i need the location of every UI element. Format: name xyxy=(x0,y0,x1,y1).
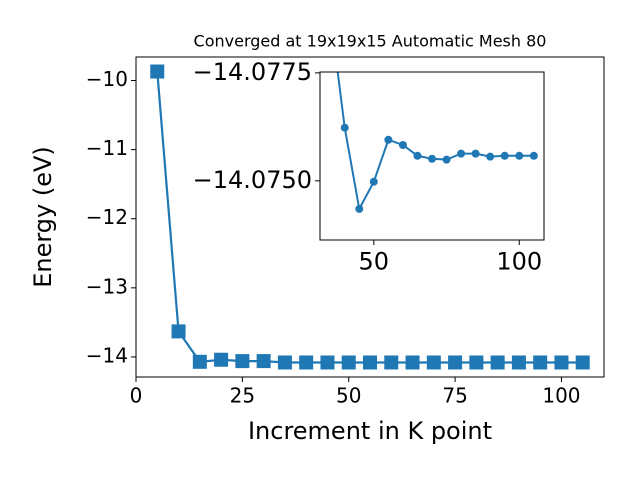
marker xyxy=(511,355,526,370)
x-tick-label: 75 xyxy=(442,384,467,408)
marker xyxy=(192,354,207,369)
marker xyxy=(448,355,463,370)
y-tick-label: −14 xyxy=(86,343,128,367)
y-axis-label: Energy (eV) xyxy=(29,146,57,288)
marker xyxy=(575,355,590,370)
x-tick-label: 100 xyxy=(542,384,580,408)
y-tick-label: −11 xyxy=(86,136,128,160)
marker xyxy=(150,64,165,79)
marker xyxy=(384,355,399,370)
marker xyxy=(405,355,420,370)
y-tick-label: −12 xyxy=(86,205,128,229)
marker xyxy=(299,355,314,370)
marker xyxy=(500,151,509,160)
marker xyxy=(469,355,484,370)
x-tick-label: 50 xyxy=(336,384,361,408)
y-tick-label: −14.0750 xyxy=(193,166,312,194)
axes-frame xyxy=(135,56,605,378)
series-group xyxy=(326,8,538,213)
marker xyxy=(341,355,356,370)
marker xyxy=(486,152,495,161)
x-tick-label: 50 xyxy=(359,247,390,275)
marker xyxy=(428,154,436,163)
marker xyxy=(413,151,422,160)
marker xyxy=(363,355,377,370)
series-group xyxy=(150,64,590,370)
marker xyxy=(369,177,378,186)
marker xyxy=(256,354,271,369)
marker xyxy=(214,352,229,367)
marker xyxy=(515,151,524,160)
marker xyxy=(457,149,466,158)
marker xyxy=(320,355,335,370)
x-axis-label: Increment in K point xyxy=(248,417,492,445)
marker xyxy=(471,149,480,158)
x-tick-label: 0 xyxy=(130,384,143,408)
axes-frame xyxy=(319,71,545,241)
x-tick-label: 100 xyxy=(496,247,542,275)
marker xyxy=(529,151,538,160)
y-tick-label: −10 xyxy=(86,67,128,91)
x-tick-label: 25 xyxy=(230,384,255,408)
marker xyxy=(235,354,250,369)
marker xyxy=(398,140,407,149)
marker xyxy=(171,324,186,339)
marker xyxy=(426,355,441,370)
marker xyxy=(277,355,292,370)
marker xyxy=(340,123,349,132)
y-tick-label: −13 xyxy=(86,274,128,298)
marker xyxy=(533,355,548,370)
marker xyxy=(442,155,451,164)
marker xyxy=(326,8,334,16)
chart-title: Converged at 19x19x15 Automatic Mesh 80 xyxy=(194,32,547,51)
marker xyxy=(554,355,569,370)
marker xyxy=(355,204,364,213)
marker xyxy=(384,135,393,144)
marker xyxy=(490,355,505,370)
y-tick-label: −14.0775 xyxy=(193,58,312,86)
